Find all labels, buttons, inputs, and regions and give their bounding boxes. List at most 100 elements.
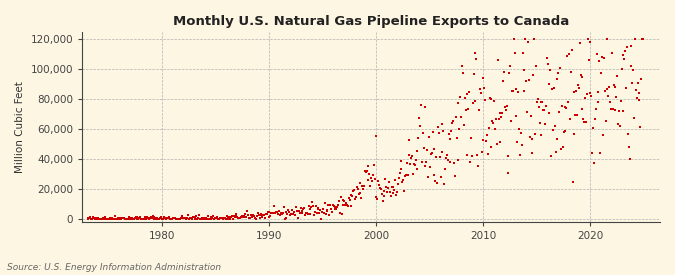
Point [169, 216, 180, 221]
Point [427, 150, 437, 155]
Point [460, 108, 471, 112]
Point [450, 115, 461, 120]
Point [280, 210, 291, 214]
Point [97, 216, 107, 221]
Point [233, 216, 244, 220]
Point [151, 216, 161, 221]
Point [252, 214, 263, 219]
Point [340, 203, 350, 207]
Point [161, 216, 172, 220]
Point [614, 108, 624, 113]
Point [549, 86, 560, 90]
Point [614, 124, 625, 128]
Point [111, 216, 122, 221]
Point [504, 71, 515, 76]
Point [289, 210, 300, 214]
Point [496, 115, 507, 119]
Point [310, 210, 321, 214]
Point [134, 216, 144, 220]
Point [405, 162, 416, 166]
Point [202, 216, 213, 221]
Point [328, 204, 339, 208]
Point [350, 197, 360, 201]
Point [364, 172, 375, 176]
Point [294, 209, 304, 213]
Point [493, 117, 504, 121]
Point [119, 216, 130, 221]
Point [230, 215, 240, 219]
Point [591, 52, 602, 56]
Point [205, 216, 215, 221]
Point [250, 216, 261, 221]
Point [211, 216, 221, 220]
Point [228, 214, 239, 218]
Point [219, 216, 230, 220]
Point [403, 153, 414, 157]
Point [367, 179, 377, 183]
Point [91, 216, 102, 221]
Point [156, 216, 167, 221]
Point [173, 216, 184, 221]
Point [533, 105, 544, 110]
Point [609, 108, 620, 112]
Point [254, 215, 265, 220]
Point [195, 216, 206, 221]
Point [556, 147, 566, 151]
Point [236, 215, 246, 219]
Point [227, 214, 238, 218]
Point [166, 216, 177, 221]
Point [194, 216, 205, 221]
Point [394, 170, 405, 175]
Point [244, 216, 255, 220]
Point [500, 105, 510, 109]
Point [236, 214, 247, 219]
Point [113, 216, 124, 221]
Point [338, 198, 349, 202]
Point [455, 95, 466, 99]
Point [117, 216, 128, 221]
Point [625, 44, 636, 48]
Point [525, 114, 536, 118]
Point [626, 63, 637, 68]
Point [125, 216, 136, 220]
Point [441, 153, 452, 157]
Point [514, 127, 524, 132]
Point [227, 216, 238, 221]
Point [218, 216, 229, 221]
Point [315, 208, 325, 212]
Point [545, 68, 556, 72]
Point [363, 178, 374, 182]
Point [355, 181, 366, 186]
Point [389, 188, 400, 192]
Point [404, 138, 415, 142]
Point [286, 211, 296, 216]
Point [564, 117, 575, 121]
Point [188, 215, 199, 219]
Point [608, 107, 618, 112]
Point [622, 132, 633, 136]
Point [335, 195, 346, 199]
Point [357, 183, 368, 188]
Point [86, 216, 97, 221]
Point [472, 153, 483, 157]
Point [619, 57, 630, 61]
Point [362, 164, 373, 168]
Point [333, 199, 344, 203]
Point [497, 79, 508, 84]
Point [429, 173, 440, 178]
Point [574, 86, 585, 90]
Point [509, 50, 520, 55]
Point [374, 183, 385, 188]
Point [168, 216, 179, 220]
Point [481, 139, 491, 143]
Point [273, 212, 284, 216]
Point [559, 105, 570, 109]
Point [88, 216, 99, 220]
Point [255, 213, 266, 217]
Point [116, 216, 127, 221]
Point [371, 194, 382, 199]
Point [419, 105, 430, 109]
Point [336, 212, 347, 216]
Point [537, 99, 547, 104]
Point [524, 78, 535, 82]
